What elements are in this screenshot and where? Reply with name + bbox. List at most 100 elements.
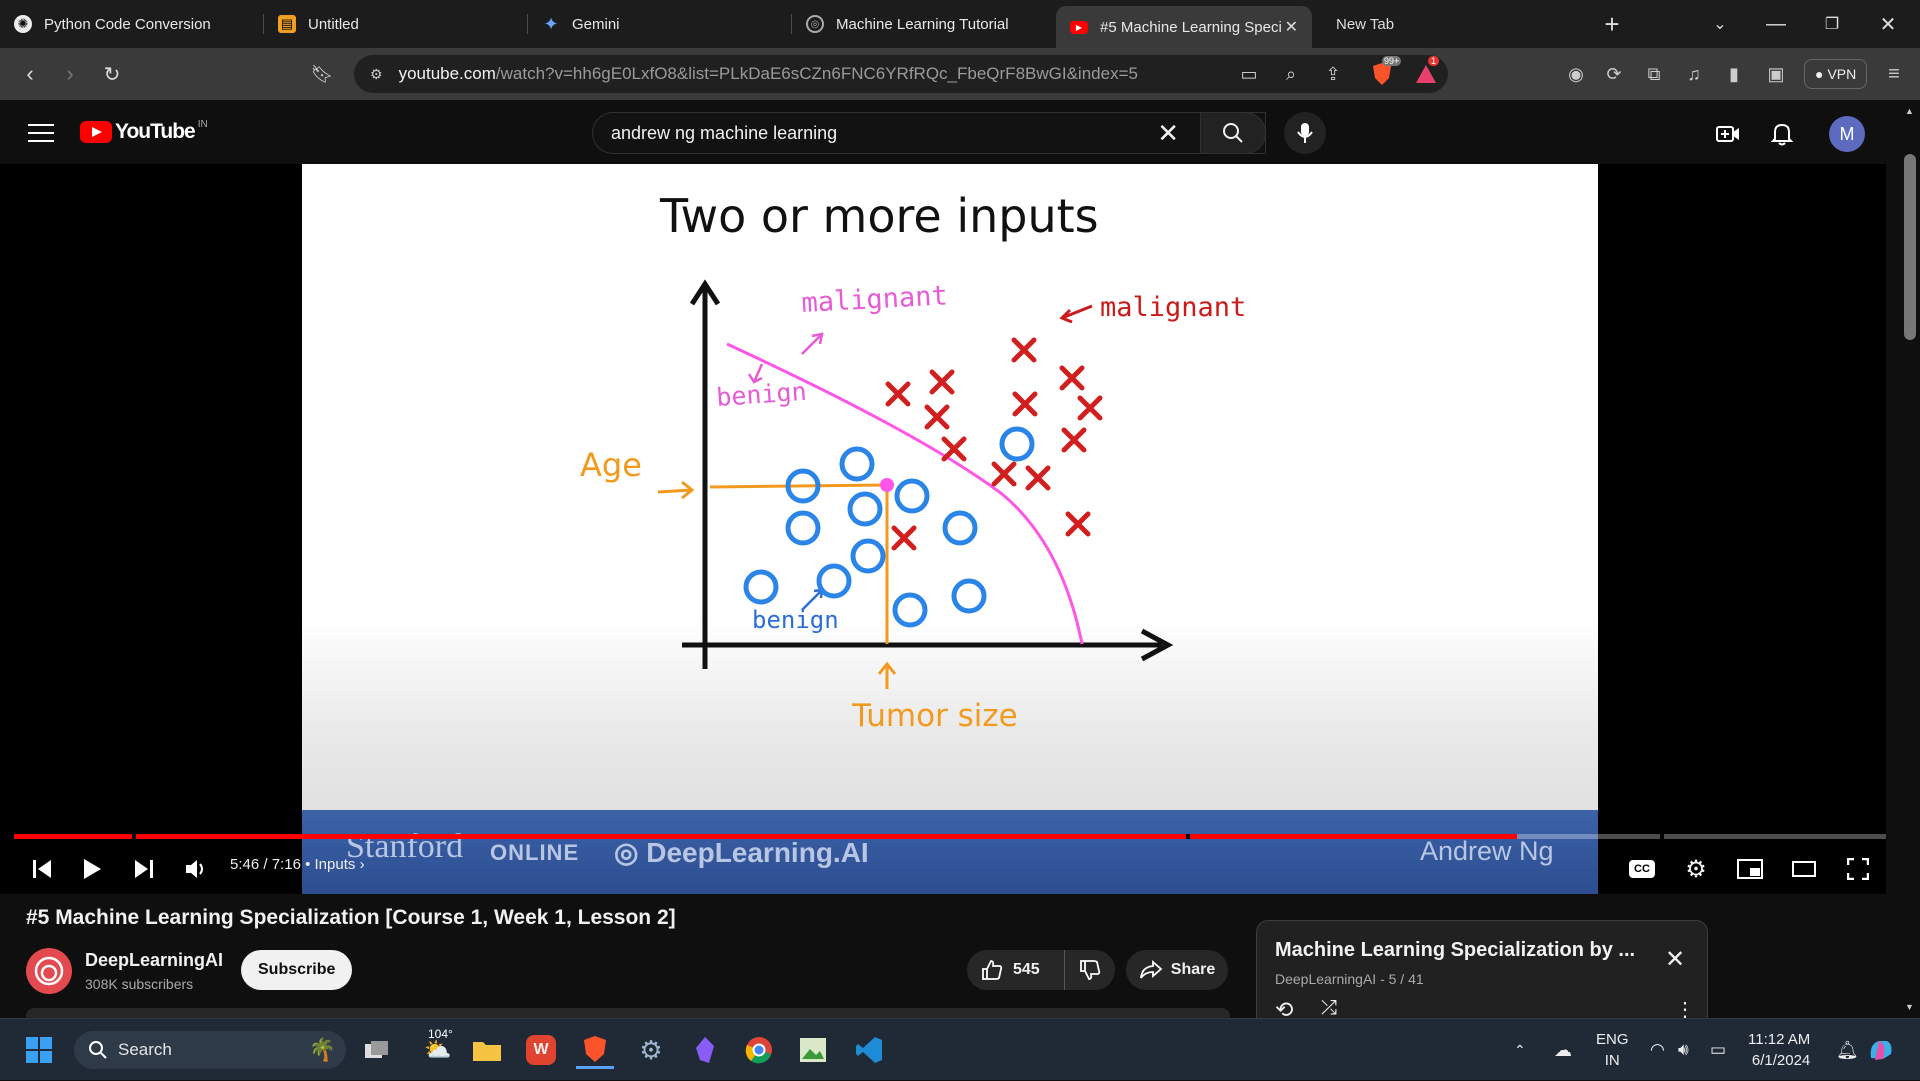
- minimize-icon[interactable]: —: [1766, 12, 1786, 35]
- arrow-tumor-size: [877, 661, 897, 689]
- brave-rewards-icon[interactable]: 1: [1412, 56, 1440, 88]
- tab-search-chevron-icon[interactable]: ⌄: [1713, 16, 1727, 33]
- search-query: andrew ng machine learning: [611, 122, 838, 143]
- malignant-sample: [1065, 511, 1091, 537]
- clear-search-icon[interactable]: ✕: [1157, 117, 1179, 148]
- benign-samples: [743, 426, 1035, 628]
- decision-boundary: [726, 342, 1084, 645]
- wps-office-icon[interactable]: W: [522, 1031, 560, 1069]
- close-playlist-icon[interactable]: ✕: [1665, 946, 1686, 973]
- subtitles-button[interactable]: CC: [1622, 844, 1662, 894]
- tab-machine-learning-tutorial[interactable]: ◎ Machine Learning Tutorial: [792, 0, 1056, 48]
- notification-bell-icon[interactable]: 🔔︎: [1836, 1039, 1859, 1060]
- scroll-down-icon[interactable]: ▼: [1905, 1002, 1914, 1012]
- search-input[interactable]: andrew ng machine learning ✕: [592, 112, 1266, 154]
- theater-mode-button[interactable]: [1784, 844, 1824, 894]
- malignant-sample: [1012, 391, 1038, 417]
- task-view-icon[interactable]: [358, 1031, 396, 1069]
- notifications-bell-icon[interactable]: [1768, 120, 1796, 148]
- system-clock[interactable]: 11:12 AM 6/1/2024: [1748, 1031, 1811, 1069]
- video-progress-bar[interactable]: [14, 834, 1886, 839]
- settings-app-icon[interactable]: ⚙: [639, 1034, 663, 1065]
- sidebar-toggle-icon[interactable]: ▮: [1729, 63, 1739, 84]
- extensions-puzzle-icon[interactable]: ⧉: [1647, 63, 1661, 84]
- subscribe-button[interactable]: Subscribe: [241, 950, 353, 990]
- media-music-icon[interactable]: ♫: [1687, 63, 1701, 84]
- video-player[interactable]: Two or more inputs malignant benign mali…: [0, 164, 1886, 894]
- mute-button[interactable]: [176, 844, 216, 894]
- address-bar[interactable]: ⚙︎ youtube.com/watch?v=hh6gE0LxfO8&list=…: [354, 55, 1448, 93]
- cast-icon[interactable]: ▭: [1240, 63, 1258, 84]
- channel-name[interactable]: DeepLearningAI: [85, 950, 224, 970]
- benign-sample: [743, 569, 779, 605]
- channel-avatar[interactable]: [26, 948, 72, 994]
- chrome-icon[interactable]: [740, 1031, 778, 1069]
- miniplayer-button[interactable]: [1730, 844, 1770, 894]
- search-button[interactable]: [1200, 112, 1266, 154]
- back-icon[interactable]: ‹: [26, 61, 34, 86]
- restore-icon[interactable]: ❐: [1824, 16, 1840, 33]
- weather-widget[interactable]: ⛅ 104°: [412, 1027, 464, 1069]
- malignant-samples: [885, 337, 1103, 551]
- bookmark-icon[interactable]: 🔖︎: [310, 63, 334, 84]
- new-tab-plus-icon[interactable]: +: [1604, 8, 1620, 39]
- playlist-title[interactable]: Machine Learning Specialization by ...: [1275, 939, 1636, 961]
- previous-video-button[interactable]: [22, 844, 62, 894]
- wifi-icon[interactable]: ◠: [1650, 1040, 1665, 1059]
- guide-menu-icon[interactable]: [24, 120, 58, 144]
- language-indicator[interactable]: ENG IN: [1596, 1031, 1629, 1069]
- benign-sample: [847, 491, 883, 527]
- voice-search-button[interactable]: [1284, 112, 1326, 154]
- vscode-icon[interactable]: [850, 1031, 888, 1069]
- extension-avatar-icon[interactable]: ◉: [1568, 63, 1584, 84]
- menu-hamburger-icon[interactable]: ≡: [1888, 62, 1900, 85]
- extension-refresh-icon[interactable]: ⟳: [1606, 63, 1622, 84]
- playlist-more-icon[interactable]: ⋮: [1675, 999, 1695, 1021]
- wallet-icon[interactable]: ▣: [1767, 63, 1785, 84]
- youtube-logo[interactable]: YouTube IN: [80, 119, 208, 144]
- tab-python-code-conversion[interactable]: ✺ Python Code Conversion: [0, 0, 264, 48]
- tab-new-tab[interactable]: New Tab: [1336, 15, 1395, 33]
- copilot-icon[interactable]: [1862, 1031, 1900, 1069]
- loop-playlist-icon[interactable]: ⟲: [1275, 997, 1294, 1022]
- tab-untitled[interactable]: ▤ Untitled: [264, 0, 528, 48]
- like-button[interactable]: 545: [967, 950, 1065, 990]
- close-tab-icon[interactable]: ✕: [1284, 19, 1298, 36]
- windows-start-icon[interactable]: [20, 1031, 58, 1069]
- vpn-button[interactable]: ● VPN: [1804, 59, 1868, 89]
- brave-shields-icon[interactable]: 99+: [1368, 56, 1402, 88]
- brave-browser-icon[interactable]: [576, 1031, 614, 1069]
- zoom-icon[interactable]: ⌕: [1285, 63, 1297, 84]
- reload-icon[interactable]: ↻: [103, 63, 121, 86]
- file-explorer-icon[interactable]: [468, 1031, 506, 1069]
- share-page-icon[interactable]: ⇪: [1325, 63, 1341, 84]
- show-hidden-icons-chevron-icon[interactable]: ⌃: [1514, 1041, 1526, 1058]
- onedrive-error-icon[interactable]: ☁︎: [1554, 1039, 1572, 1060]
- close-window-icon[interactable]: ✕: [1879, 13, 1897, 36]
- shuffle-playlist-icon[interactable]: ⤮: [1321, 997, 1337, 1019]
- avatar[interactable]: M: [1829, 116, 1865, 152]
- scrollbar-thumb[interactable]: [1904, 154, 1916, 340]
- speaker-icon[interactable]: 🔊︎: [1678, 1040, 1689, 1059]
- fullscreen-button[interactable]: [1838, 844, 1878, 894]
- settings-button[interactable]: ⚙: [1676, 844, 1716, 894]
- site-settings-icon[interactable]: ⚙︎: [370, 65, 383, 82]
- image-viewer-icon[interactable]: [794, 1031, 832, 1069]
- forward-icon[interactable]: ›: [66, 61, 74, 86]
- chapter-button[interactable]: • Inputs ›: [305, 856, 365, 873]
- description-box[interactable]: [26, 1008, 1230, 1018]
- dislike-button[interactable]: [1065, 950, 1115, 990]
- next-video-button[interactable]: [124, 844, 164, 894]
- annotation-benign-bottom: benign: [752, 606, 839, 634]
- battery-icon[interactable]: ▭: [1710, 1040, 1727, 1059]
- scroll-up-icon[interactable]: ▲: [1905, 106, 1914, 116]
- tab-gemini[interactable]: ✦ Gemini: [528, 0, 792, 48]
- taskbar-search[interactable]: Search 🌴: [74, 1031, 346, 1069]
- play-button[interactable]: [72, 844, 112, 894]
- share-button[interactable]: Share: [1126, 950, 1228, 990]
- create-video-icon[interactable]: [1714, 120, 1742, 148]
- url-path: /watch?v=hh6gE0LxfO8&list=PLkDaE6sCZn6FN…: [495, 64, 1138, 83]
- page-scrollbar[interactable]: ▲ ▼: [1900, 100, 1920, 1018]
- tab-youtube-video[interactable]: ▶ #5 Machine Learning Speci ✕: [1056, 6, 1312, 48]
- obsidian-icon[interactable]: [686, 1031, 724, 1069]
